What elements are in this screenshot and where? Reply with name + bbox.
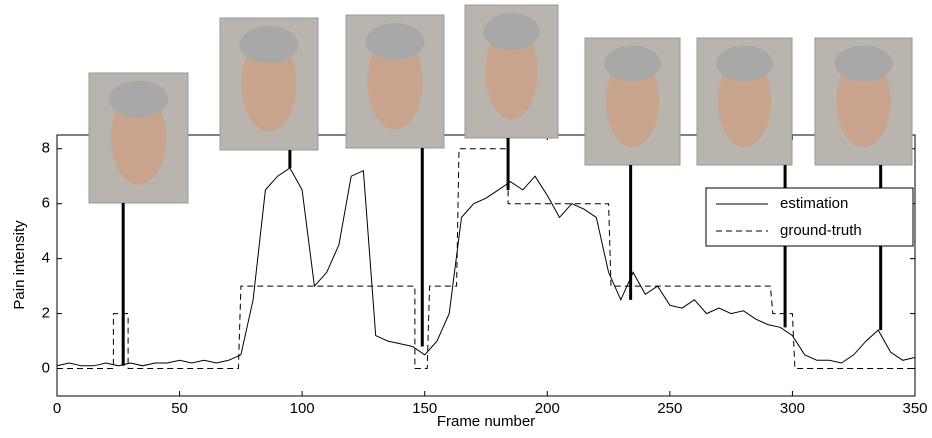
x-tick-label: 250 — [657, 400, 682, 417]
legend-label: estimation — [780, 195, 848, 212]
y-tick-label: 2 — [42, 305, 50, 322]
x-tick-label: 100 — [290, 400, 315, 417]
y-axis-label: Pain intensity — [11, 220, 28, 310]
x-tick-label: 150 — [412, 400, 437, 417]
y-tick-label: 0 — [42, 359, 50, 376]
photo-hair — [108, 80, 169, 118]
photo-hair — [604, 45, 661, 82]
photo-hair — [483, 12, 540, 51]
photo-hair — [239, 25, 299, 63]
series-line — [56, 167, 916, 367]
y-tick-label: 4 — [42, 250, 50, 267]
legend-label: ground-truth — [780, 222, 862, 239]
x-tick-label: 200 — [535, 400, 560, 417]
photo-hair — [834, 45, 893, 82]
series-line — [57, 148, 915, 369]
photo-hair — [365, 22, 425, 61]
x-tick-label: 0 — [53, 400, 61, 417]
x-tick-label: 300 — [780, 400, 805, 417]
y-tick-label: 6 — [42, 195, 50, 212]
y-tick-label: 8 — [42, 140, 50, 157]
photo-hair — [716, 45, 773, 82]
x-axis-label: Frame number — [437, 413, 535, 430]
legend — [705, 187, 914, 247]
x-tick-label: 350 — [902, 400, 927, 417]
x-tick-label: 50 — [171, 400, 188, 417]
